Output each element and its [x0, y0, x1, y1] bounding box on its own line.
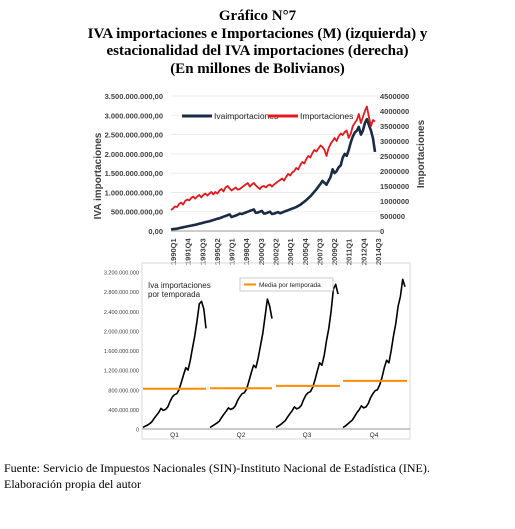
chart1-x-ticks: 1990Q1 1991Q4 1993Q3 1995Q2 1997Q1 1998Q4 2000…	[169, 237, 383, 265]
chart2-series	[142, 278, 407, 429]
chart1-right-tick-label: 1500000	[380, 182, 409, 191]
chart1-left-tick-label: 2.000.000.000,00	[105, 150, 163, 159]
chart2-legend-box	[239, 277, 334, 292]
chart2-ylabel-line-2: por temporada	[148, 290, 201, 299]
chart1-x-tick-label: 2014Q3	[374, 238, 383, 265]
chart2-y-tick-label: 2.400.000.000	[104, 310, 139, 316]
chart1-x-tick-label: 2000Q3	[257, 238, 266, 265]
chart1-x-tick-label: 1998Q4	[242, 237, 251, 265]
iva-importaciones-chart: 0,00 500.000.000,00 1.000.000.000,00 1.500.…	[93, 92, 427, 265]
chart1-x-tick-label: 1991Q4	[184, 237, 193, 265]
chart1-ylabel-right: Importaciones	[416, 119, 427, 188]
chart1-right-tick-label: 500000	[380, 212, 405, 221]
chart2-y-ticks: 0 400.000.000 800.000.000 1.200.000.000 1.60…	[104, 271, 139, 434]
chart1-x-tick-label: 2004Q1	[286, 238, 295, 265]
chart1-x-tick-label: 2009Q2	[330, 238, 339, 265]
chart2-y-tick-label: 2.000.000.000	[104, 329, 139, 335]
legend-label-importaciones: Importaciones	[300, 111, 353, 121]
chart2-frame	[141, 262, 411, 440]
chart1-left-tick-label: 0,00	[148, 227, 163, 236]
chart-title-line-1: IVA importaciones e Importaciones (M) (i…	[87, 25, 428, 42]
chart1-x-tick-label: 1995Q2	[213, 238, 222, 265]
chart2-season-labels: Q1 Q2 Q3 Q4	[170, 432, 379, 439]
chart1-right-tick-label: 1000000	[380, 197, 409, 206]
chart2-line-q4	[342, 278, 406, 429]
chart2-line-q2	[209, 298, 273, 429]
chart1-left-tick-label: 1.500.000.000,00	[105, 169, 163, 178]
chart1-legend: Ivaimportaciones Importaciones	[182, 111, 353, 121]
chart2-y-tick-label: 2.800.000.000	[104, 290, 139, 296]
chart1-x-tick-label: 1993Q3	[198, 238, 207, 265]
chart1-x-tick-label: 2012Q4	[359, 237, 368, 265]
author-note: Elaboración propia del autor	[4, 476, 141, 491]
chart1-x-tick-label: 2002Q2	[272, 238, 281, 265]
footer: Fuente: Servicio de Impuestos Nacionales…	[4, 461, 510, 492]
chart1-ylabel-left: IVA importaciones	[93, 132, 104, 219]
chart2-y-tick-label: 1.600.000.000	[104, 349, 139, 355]
chart2-line-q3	[275, 283, 339, 429]
chart2-ylabel-line-1: Iva importaciones	[148, 281, 211, 290]
chart1-x-tick-label: 2005Q4	[301, 237, 310, 265]
chart1-right-ticks: 0 500000 1000000 1500000 2000000 2500000 30000…	[380, 92, 409, 236]
chart1-left-tick-label: 3.500.000.000,00	[105, 92, 163, 101]
chart1-right-tick-label: 3500000	[380, 122, 409, 131]
chart1-right-tick-label: 2500000	[380, 152, 409, 161]
legend-label-ivaimportaciones: Ivaimportaciones	[214, 111, 278, 121]
chart1-left-tick-label: 1.000.000.000,00	[105, 188, 163, 197]
chart1-right-tick-label: 4500000	[380, 92, 409, 101]
chart1-x-tick-label: 2007Q3	[315, 238, 324, 265]
chart1-right-tick-label: 4000000	[380, 107, 409, 116]
chart2-y-tick-label: 800.000.000	[108, 388, 139, 394]
chart2-y-tick-label: 1.200.000.000	[104, 369, 139, 375]
chart1-left-tick-label: 3.000.000.000,00	[105, 111, 163, 120]
chart2-y-tick-label: 400.000.000	[108, 408, 139, 414]
chart1-left-tick-label: 500.000.000,00	[111, 208, 163, 217]
chart1-x-tick-label: 1997Q1	[228, 238, 237, 265]
chart1-series-ivaimportaciones	[170, 117, 377, 231]
chart1-series-importaciones	[170, 105, 376, 211]
source-note: Fuente: Servicio de Impuestos Nacionales…	[4, 461, 430, 475]
chart2-y-tick-label: 3.200.000.000	[104, 271, 139, 277]
chart1-left-ticks: 0,00 500.000.000,00 1.000.000.000,00 1.500.…	[105, 92, 163, 236]
chart2-legend: Media por temporada	[239, 277, 334, 292]
chart-title-line-2: estacionalidad del IVA importaciones (de…	[106, 43, 409, 59]
chart1-right-tick-label: 0	[380, 227, 384, 236]
chart-titles: Gráfico N°7 IVA importaciones e Importac…	[0, 8, 515, 78]
chart1-series	[170, 105, 377, 231]
chart-title-line-3: (En millones de Bolivianos)	[170, 60, 345, 77]
chart2-season-label-q4: Q4	[370, 432, 379, 439]
chart2-line-q1	[142, 300, 207, 429]
chart2-season-label-q3: Q3	[303, 432, 312, 439]
chart1-right-tick-label: 3000000	[380, 137, 409, 146]
chart1-x-tick-label: 1990Q1	[169, 238, 178, 265]
chart2-season-label-q2: Q2	[237, 432, 246, 439]
chart1-right-tick-label: 2000000	[380, 167, 409, 176]
iva-estacionalidad-chart: 0 400.000.000 800.000.000 1.200.000.000 1.60…	[104, 262, 411, 440]
chart1-left-tick-label: 2.500.000.000,00	[105, 131, 163, 140]
chart-number: Gráfico N°7	[218, 8, 297, 24]
chart1-x-tick-label: 2011Q1	[345, 239, 354, 265]
chart2-season-label-q1: Q1	[170, 432, 179, 439]
legend-label-media: Media por temporada	[259, 282, 321, 289]
chart2-y-tick-label: 0	[136, 428, 139, 434]
